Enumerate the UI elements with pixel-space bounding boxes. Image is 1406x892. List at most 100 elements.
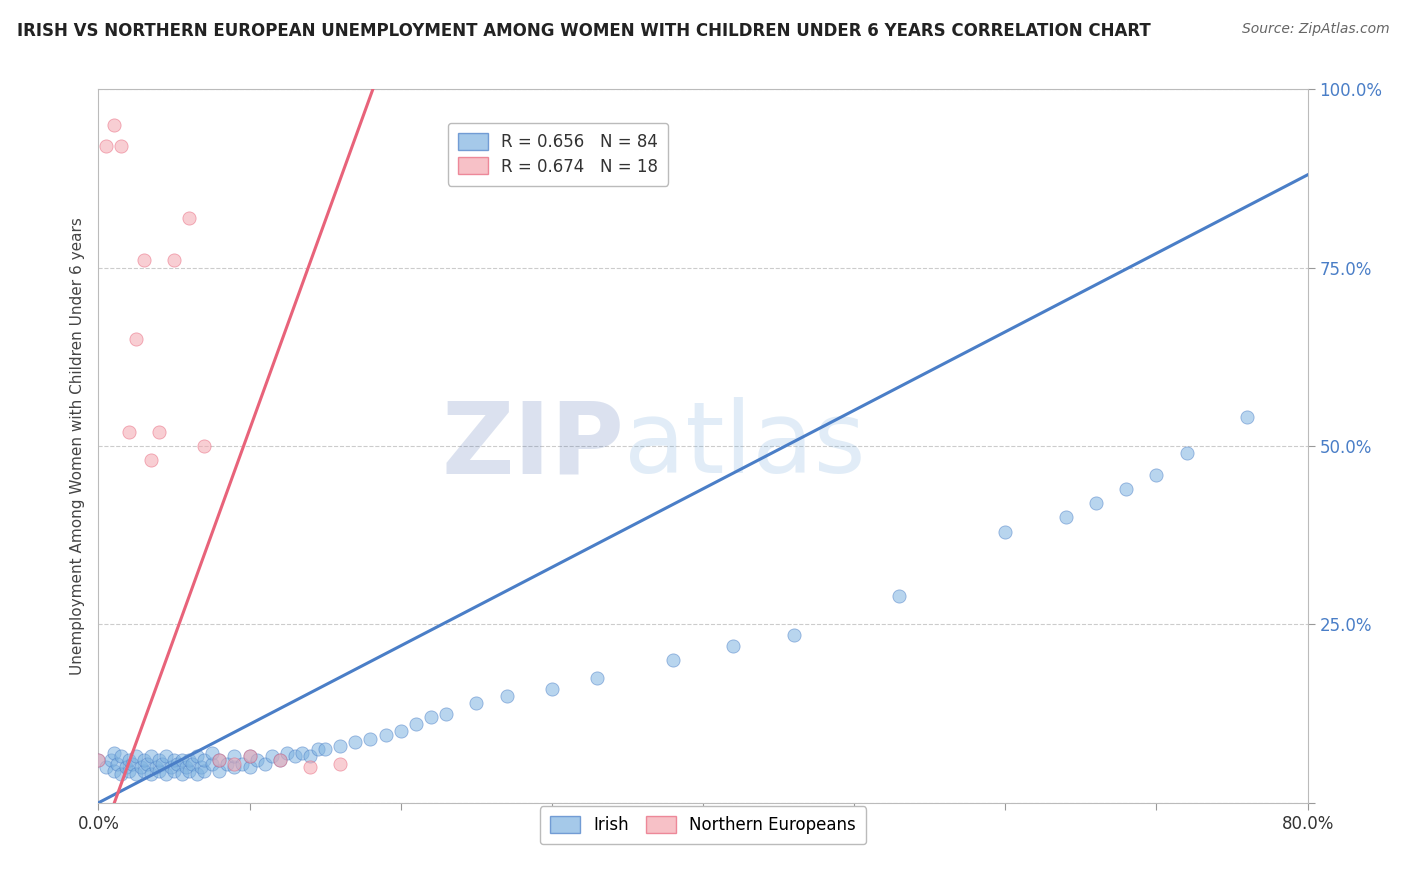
Point xyxy=(224,760,246,774)
Point xyxy=(118,753,141,767)
Point xyxy=(94,139,117,153)
Point xyxy=(163,764,186,778)
Point xyxy=(181,756,204,771)
Point xyxy=(170,767,193,781)
Point xyxy=(174,760,197,774)
Point xyxy=(434,706,457,721)
Point xyxy=(344,735,367,749)
Point xyxy=(239,760,262,774)
Point xyxy=(299,760,322,774)
Legend: Irish, Northern Europeans: Irish, Northern Europeans xyxy=(540,806,866,845)
Y-axis label: Unemployment Among Women with Children Under 6 years: Unemployment Among Women with Children U… xyxy=(69,217,84,675)
Point xyxy=(150,756,173,771)
Text: atlas: atlas xyxy=(624,398,866,494)
Point xyxy=(170,753,193,767)
Point xyxy=(215,756,238,771)
Point xyxy=(246,753,269,767)
Point xyxy=(110,767,132,781)
Point xyxy=(239,749,262,764)
Point xyxy=(465,696,488,710)
Point xyxy=(121,756,143,771)
Point xyxy=(723,639,745,653)
Point xyxy=(148,753,170,767)
Point xyxy=(163,753,186,767)
Point xyxy=(495,689,517,703)
Point xyxy=(125,332,148,346)
Point xyxy=(269,753,291,767)
Point xyxy=(239,749,262,764)
Point xyxy=(105,756,128,771)
Point xyxy=(314,742,336,756)
Point xyxy=(299,749,322,764)
Point xyxy=(160,760,183,774)
Point xyxy=(141,453,163,467)
Point xyxy=(586,671,609,685)
Point xyxy=(132,753,155,767)
Point xyxy=(284,749,307,764)
Point xyxy=(155,767,177,781)
Point xyxy=(118,425,141,439)
Point xyxy=(186,749,208,764)
Point xyxy=(360,731,382,746)
Point xyxy=(125,749,148,764)
Point xyxy=(148,764,170,778)
Point xyxy=(179,753,201,767)
Point xyxy=(374,728,396,742)
Point xyxy=(186,767,208,781)
Point xyxy=(94,760,117,774)
Point xyxy=(208,753,231,767)
Point xyxy=(231,756,253,771)
Text: Source: ZipAtlas.com: Source: ZipAtlas.com xyxy=(1241,22,1389,37)
Point xyxy=(405,717,427,731)
Point xyxy=(783,628,806,642)
Point xyxy=(110,749,132,764)
Point xyxy=(1144,467,1167,482)
Point xyxy=(262,749,284,764)
Point xyxy=(889,589,911,603)
Point xyxy=(329,756,352,771)
Point xyxy=(141,767,163,781)
Point xyxy=(141,749,163,764)
Point xyxy=(1175,446,1198,460)
Point xyxy=(420,710,443,724)
Point xyxy=(125,767,148,781)
Point xyxy=(103,764,125,778)
Point xyxy=(224,756,246,771)
Point xyxy=(661,653,683,667)
Point xyxy=(155,749,177,764)
Point xyxy=(208,764,231,778)
Point xyxy=(307,742,329,756)
Point xyxy=(269,753,291,767)
Point xyxy=(329,739,352,753)
Point xyxy=(163,253,186,268)
Point xyxy=(110,139,132,153)
Point xyxy=(135,756,157,771)
Point xyxy=(540,681,562,696)
Point xyxy=(190,760,212,774)
Point xyxy=(103,118,125,132)
Point xyxy=(87,753,110,767)
Point xyxy=(389,724,412,739)
Text: IRISH VS NORTHERN EUROPEAN UNEMPLOYMENT AMONG WOMEN WITH CHILDREN UNDER 6 YEARS : IRISH VS NORTHERN EUROPEAN UNEMPLOYMENT … xyxy=(17,22,1150,40)
Point xyxy=(129,760,152,774)
Point xyxy=(100,753,122,767)
Point xyxy=(179,211,201,225)
Point xyxy=(193,439,215,453)
Point xyxy=(145,760,167,774)
Text: ZIP: ZIP xyxy=(441,398,624,494)
Point xyxy=(87,753,110,767)
Point xyxy=(201,746,224,760)
Point xyxy=(118,764,141,778)
Point xyxy=(148,425,170,439)
Point xyxy=(193,764,215,778)
Point xyxy=(114,760,136,774)
Point xyxy=(291,746,314,760)
Point xyxy=(103,746,125,760)
Point xyxy=(193,753,215,767)
Point xyxy=(1236,410,1258,425)
Point xyxy=(994,524,1017,539)
Point xyxy=(132,764,155,778)
Point xyxy=(253,756,276,771)
Point xyxy=(224,749,246,764)
Point xyxy=(132,253,155,268)
